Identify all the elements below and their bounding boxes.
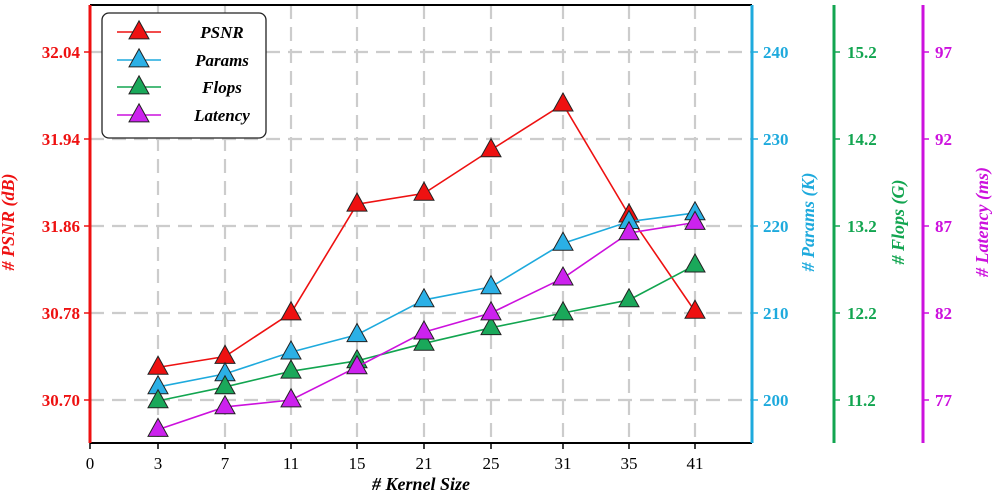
params-tick-label-0: 200	[763, 391, 789, 410]
psnr-tick-label-0: 30.70	[42, 391, 80, 410]
x-axis-label: # Kernel Size	[371, 474, 470, 494]
x-tick-label-8: 35	[621, 454, 638, 473]
series-psnr-marker-2	[280, 300, 302, 321]
series-params-marker-4	[413, 287, 435, 308]
params-tick-label-1: 210	[763, 304, 789, 323]
series-psnr-marker-4	[413, 181, 435, 201]
legend: PSNR Params Flops Latency	[101, 12, 267, 139]
series-psnr-marker-5	[480, 137, 502, 158]
flops-tick-label-1: 12.2	[847, 304, 877, 323]
x-tick-label-5: 21	[416, 454, 433, 473]
series-psnr-marker-3	[346, 192, 368, 212]
flops-tick-label-4: 15.2	[847, 43, 877, 62]
psnr-tick-label-1: 30.78	[42, 304, 80, 323]
x-tick-label-4: 15	[349, 454, 366, 473]
params-axis-label: # Params (K)	[798, 173, 819, 273]
series-psnr-marker-1	[214, 344, 236, 364]
series-flops-marker-2	[280, 359, 302, 379]
series-flops-marker-4	[413, 331, 435, 351]
series-latency-marker-0	[147, 417, 169, 437]
series-latency-marker-8	[684, 210, 706, 230]
series-latency-marker-3	[346, 354, 368, 375]
x-tick-label-7: 31	[555, 454, 572, 473]
psnr-tick-label-2: 31.86	[42, 217, 80, 236]
flops-tick-label-0: 11.2	[847, 391, 876, 410]
flops-axis-label: # Flops (G)	[888, 180, 909, 266]
axes: 0 3 7 11 15 21 25 31 35 41 # Kernel Size 30.70 30.78…	[0, 4, 993, 494]
series-latency-marker-5	[480, 300, 502, 321]
x-tick-label-1: 3	[154, 454, 163, 473]
params-tick-label-3: 230	[763, 130, 789, 149]
series-psnr-marker-6	[552, 92, 574, 112]
legend-params-label: Params	[194, 51, 249, 70]
x-tick-label-9: 41	[687, 454, 704, 473]
legend-psnr-marker	[128, 19, 150, 40]
series-latency-marker-6	[552, 266, 574, 286]
legend-params-marker	[128, 47, 150, 68]
params-tick-label-4: 240	[763, 43, 789, 62]
x-tick-label-2: 7	[221, 454, 230, 473]
series-latency-marker-7	[618, 220, 640, 241]
latency-tick-label-4: 97	[935, 43, 953, 62]
psnr-tick-label-4: 32.04	[42, 43, 81, 62]
legend-latency-marker	[128, 102, 150, 123]
latency-axis-label: # Latency (ms)	[972, 167, 993, 278]
series-flops-marker-5	[480, 315, 502, 336]
series	[147, 92, 706, 437]
series-latency-marker-4	[413, 319, 435, 340]
legend-latency-label: Latency	[193, 106, 250, 125]
latency-tick-label-3: 92	[935, 130, 952, 149]
series-latency-marker-2	[280, 387, 302, 408]
series-flops-marker-7	[618, 287, 640, 308]
series-params-marker-5	[480, 274, 502, 295]
series-flops-marker-0	[147, 388, 169, 409]
psnr-axis-label: # PSNR (dB)	[0, 173, 19, 271]
x-tick-label-6: 25	[483, 454, 500, 473]
series-psnr-marker-0	[147, 355, 169, 375]
legend-box	[101, 12, 267, 139]
latency-tick-label-2: 87	[935, 217, 953, 236]
params-tick-label-2: 220	[763, 217, 789, 236]
x-tick-label-3: 11	[283, 454, 299, 473]
series-params-marker-3	[346, 322, 368, 343]
flops-tick-label-2: 13.2	[847, 217, 877, 236]
series-latency-marker-1	[214, 394, 236, 415]
flops-tick-label-3: 14.2	[847, 130, 877, 149]
series-flops-marker-1	[214, 374, 236, 395]
latency-tick-label-0: 77	[935, 391, 953, 410]
x-tick-label-0: 0	[86, 454, 95, 473]
psnr-tick-label-3: 31.94	[42, 130, 81, 149]
series-params-marker-6	[552, 231, 574, 251]
legend-psnr-label: PSNR	[199, 23, 243, 42]
latency-tick-label-1: 82	[935, 304, 952, 323]
series-flops-marker-8	[684, 252, 706, 273]
series-params-marker-2	[280, 339, 302, 360]
legend-flops-marker	[128, 74, 150, 95]
series-flops-marker-6	[552, 300, 574, 321]
series-psnr-marker-8	[684, 299, 706, 319]
legend-flops-label: Flops	[201, 78, 242, 97]
